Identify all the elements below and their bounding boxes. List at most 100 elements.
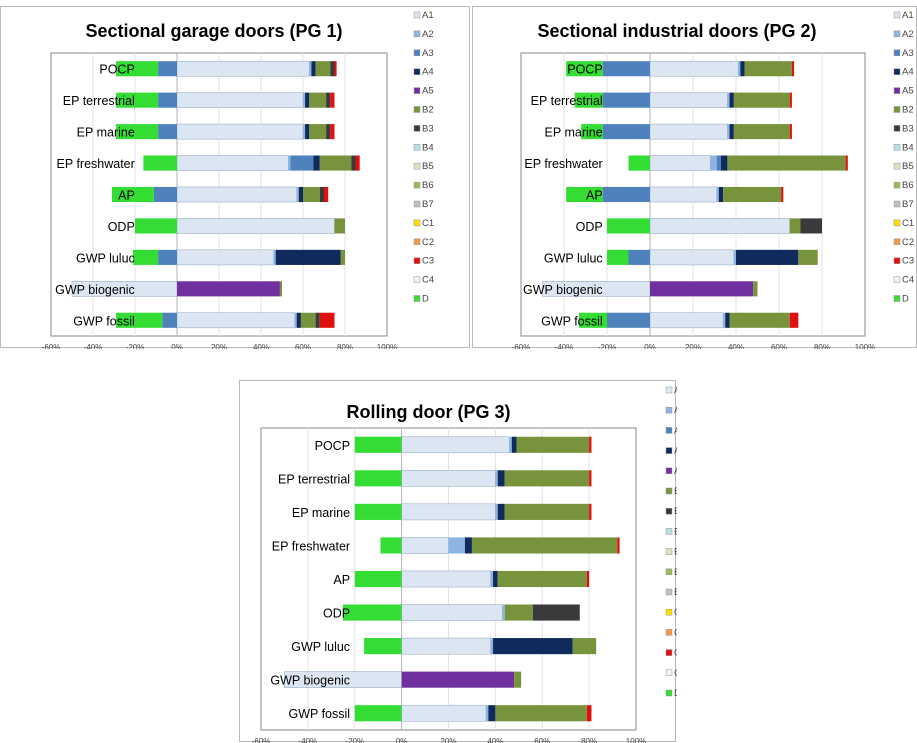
legend-swatch [665,507,673,515]
legend-swatch [893,295,901,302]
legend-label: C2 [902,237,914,248]
bar-segment-b2 [723,186,782,203]
bar-segment-d [607,249,629,265]
legend-label: B7 [674,587,677,598]
legend-label: B3 [674,506,677,517]
legend-label: A2 [902,29,914,40]
bar-segment-a1 [176,92,304,108]
legend-label: C4 [902,275,914,286]
legend-swatch [893,106,901,113]
bar-segment-a4 [313,155,320,171]
legend-label: D [674,688,677,699]
legend-swatch [893,144,901,151]
bar-segment-a2 [273,249,276,265]
legend-label: A1 [422,10,434,21]
x-tick-label: 100% [377,343,397,349]
category-label: EP marine [545,126,603,140]
x-tick-label: 40% [487,737,503,743]
bar-segment-c3 [589,470,592,487]
legend-swatch [893,219,901,227]
bar-segment-c3 [781,186,784,203]
bar-segment-a1 [176,312,295,329]
bar-segment-a2 [738,61,741,77]
legend-swatch [893,68,901,75]
bar-segment-b2 [504,604,533,621]
bar-segment-a4 [497,503,505,520]
chart-panel-1: Sectional garage doors (PG 1) -60% -40% -20… [0,6,470,349]
legend-swatch [665,608,673,616]
legend-label: D [422,294,429,305]
legend-label: A3 [674,425,677,436]
x-tick-label: 100% [855,343,875,349]
legend-label: C4 [422,275,434,286]
legend-label: C2 [674,627,677,638]
legend-label: A3 [902,48,914,59]
bar-segment-c3 [355,155,360,171]
bar-segment-a2 [716,186,719,203]
bar-segment-d [111,186,154,203]
bar-segment-b2 [319,155,352,171]
legend-swatch [893,87,901,94]
x-tick-label: 100% [626,737,646,743]
bar-segment-a4 [511,436,517,453]
legend-label: A2 [674,405,677,416]
category-label: GWP biogenic [55,283,135,297]
legend-swatch [665,568,673,576]
bar-segment-a4 [488,705,496,722]
bar-segment-a4 [298,186,303,203]
category-label: GWP biogenic [270,674,350,688]
bar-segment-b2 [279,281,282,297]
category-label: EP terrestrial [63,94,135,108]
bar-segment-c3 [845,155,848,171]
bar-segment-a3 [158,92,177,108]
legend-swatch [665,386,673,394]
bar-segment-b2 [504,470,590,487]
category-label: EP freshwater [524,157,602,171]
bar-segment-a4 [275,249,341,265]
bar-segment-b3 [800,218,822,234]
bar-segment-a4 [305,92,310,108]
legend-label: A1 [674,385,677,396]
category-label: EP terrestrial [531,94,603,108]
legend-swatch [893,162,901,170]
bar-segment-b2 [340,249,345,265]
legend-swatch [413,162,421,170]
bar-segment-a2 [309,61,312,77]
bar-segment-a2 [486,705,489,722]
legend-label: B3 [902,123,914,134]
chart-panel-2: Sectional industrial doors (PG 2) -60% -40… [472,6,917,349]
legend-swatch [665,689,673,697]
chart-title: Sectional garage doors (PG 1) [85,21,342,41]
bar-segment-d [354,470,402,487]
x-tick-label: 40% [253,343,269,349]
bar-segment-a2 [303,124,306,140]
legend-swatch [413,11,421,19]
bar-segment-a3 [602,186,650,203]
bar-segment-a1 [649,155,711,171]
bar-segment-c3 [789,92,792,108]
legend-swatch [893,49,901,57]
bar-segment-a1 [649,312,724,329]
bar-segment-b3 [326,124,331,140]
bar-segment-a4 [720,155,728,171]
bar-segment-d [628,155,650,171]
x-tick-label: -60% [252,737,271,743]
bar-segment-b2 [334,218,345,234]
legend-label: B4 [674,526,677,537]
bar-segment-b2 [309,124,327,140]
bar-segment-a3 [153,186,177,203]
legend-label: B6 [902,180,914,191]
bar-segment-a1 [176,186,297,203]
bar-segment-a5 [177,281,280,297]
category-label: EP marine [77,126,135,140]
legend-swatch [413,200,421,208]
x-tick-label: -20% [598,343,617,349]
legend-swatch [413,219,421,227]
bar-segment-d [135,218,177,234]
bar-segment-a2 [296,186,299,203]
chart-panel-3: Rolling door (PG 3) -60% -40% -20% 0% 20% 40% 6… [239,380,677,743]
bar-segment-a2 [727,92,730,108]
legend-swatch [665,629,673,636]
bar-segment-b2 [733,124,790,140]
